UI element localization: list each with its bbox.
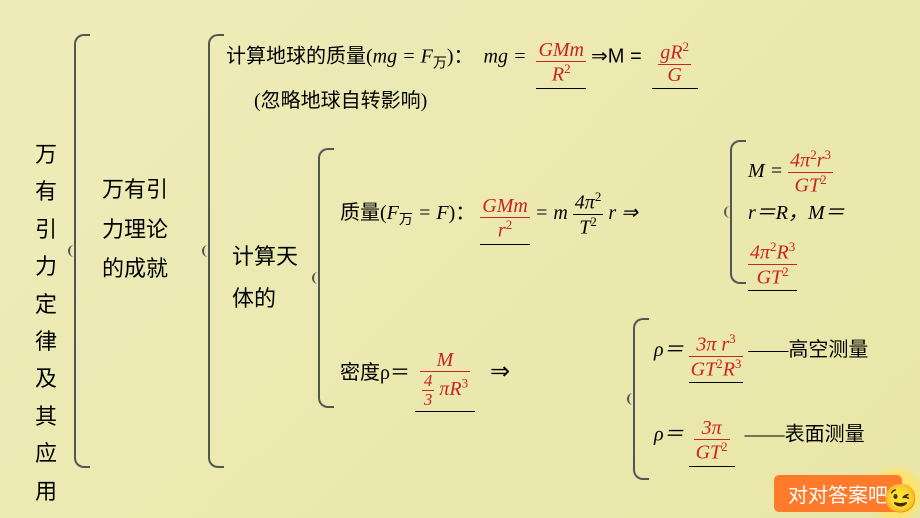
mass-row: 质量(F万 = F)： GMmr2 = m 4π2T2 r ⇒ xyxy=(340,190,638,245)
brace-3 xyxy=(318,148,334,408)
mass-result-1: M = 4π2r3GT2 xyxy=(748,148,833,196)
emoji-icon: 😉 xyxy=(883,482,918,516)
branch1-label: 万有引 力理论 的成就 xyxy=(102,170,168,289)
mass-result-2b: 4π2R3GT2 xyxy=(748,240,797,291)
brace-2 xyxy=(208,34,224,468)
density-result-1: ρ＝ 3π r3GT2R3 ——高空测量 xyxy=(654,332,868,383)
density-row: 密度ρ＝ M 43 πR3 ⇒ xyxy=(340,350,510,412)
brace-5 xyxy=(633,318,649,480)
branch2-label: 计算天 体的 xyxy=(232,236,298,320)
root-label: 万有引力定律及其应用 xyxy=(34,136,58,510)
density-result-2: ρ＝ 3πGT2 ——表面测量 xyxy=(654,418,865,467)
brace-1 xyxy=(74,34,90,468)
brace-4 xyxy=(730,140,746,284)
earth-mass-note: (忽略地球自转影响) xyxy=(254,90,427,112)
earth-mass-row: 计算地球的质量(mg = F万)： mg = GMmR2 ⇒M = gR2G xyxy=(226,40,698,89)
mass-result-2a: r＝R，M＝ xyxy=(748,202,845,224)
